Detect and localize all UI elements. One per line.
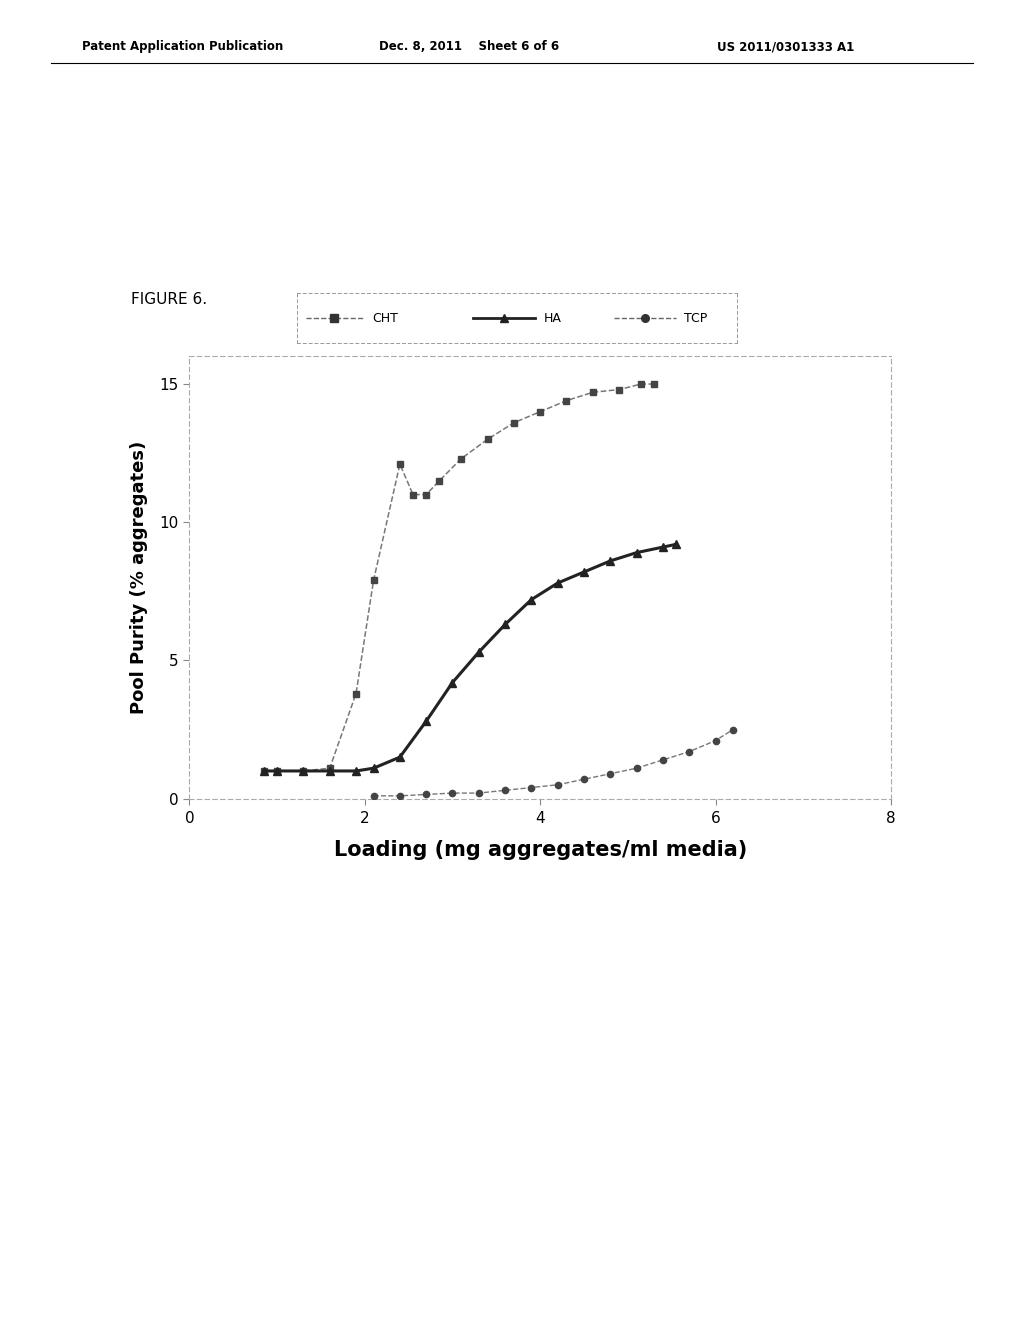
- Y-axis label: Pool Purity (% aggregates): Pool Purity (% aggregates): [130, 441, 147, 714]
- Text: CHT: CHT: [372, 312, 397, 325]
- Text: Patent Application Publication: Patent Application Publication: [82, 40, 284, 53]
- Text: Dec. 8, 2011    Sheet 6 of 6: Dec. 8, 2011 Sheet 6 of 6: [379, 40, 559, 53]
- X-axis label: Loading (mg aggregates/ml media): Loading (mg aggregates/ml media): [334, 840, 746, 861]
- Text: TCP: TCP: [684, 312, 708, 325]
- Text: US 2011/0301333 A1: US 2011/0301333 A1: [717, 40, 854, 53]
- Text: FIGURE 6.: FIGURE 6.: [131, 292, 207, 306]
- Text: HA: HA: [544, 312, 561, 325]
